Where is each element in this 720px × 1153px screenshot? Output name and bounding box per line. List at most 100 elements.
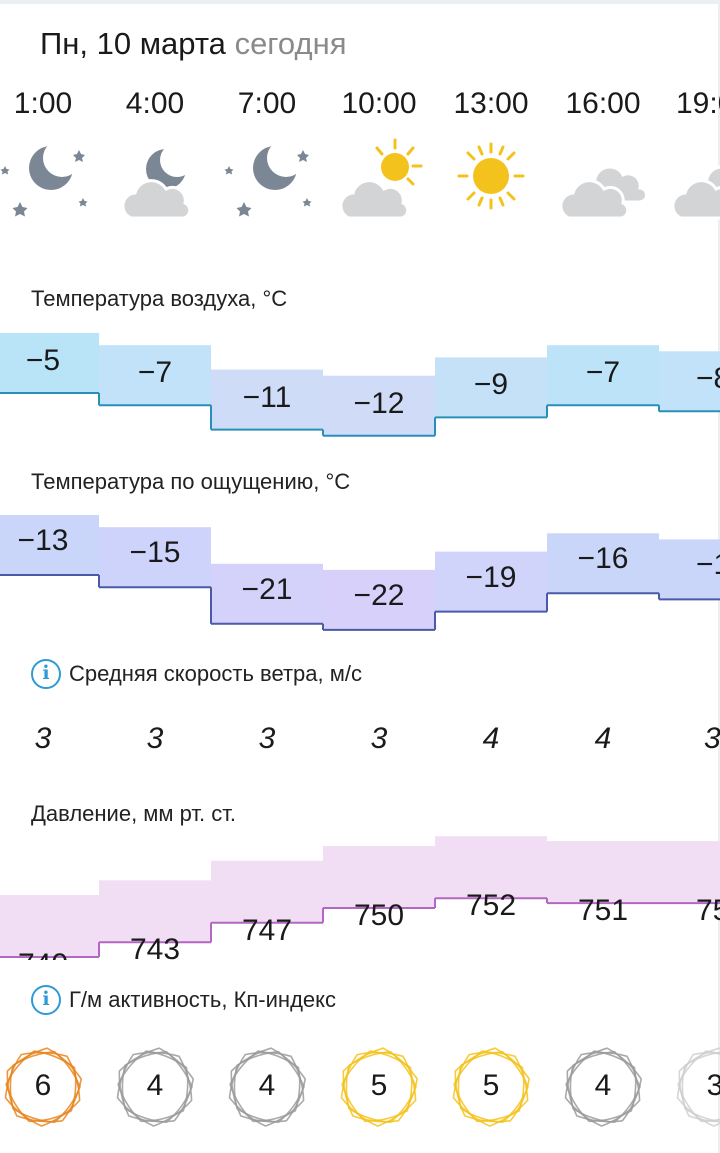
- wind-value: 3: [370, 722, 388, 755]
- kp-ring-icon: 4: [99, 1040, 211, 1135]
- sunny-icon: [435, 136, 547, 226]
- feels_like-value: −19: [465, 560, 517, 594]
- wind-title: i Средняя скорость ветра, м/с: [31, 659, 362, 689]
- air_temp-bar: [435, 357, 547, 418]
- night-clear-icon: [211, 136, 323, 226]
- feels_like-bar: [0, 515, 99, 575]
- info-icon[interactable]: i: [31, 985, 61, 1015]
- time-label: 13:00: [453, 87, 529, 120]
- air_temp-value: −8: [696, 362, 720, 396]
- today-label: сегодня: [234, 26, 347, 61]
- pressure-value: 751: [696, 894, 720, 928]
- feels_like-value: −13: [17, 524, 69, 557]
- air_temp-value: −11: [242, 380, 292, 414]
- cloudy-icon: [659, 136, 720, 226]
- kp-value: 4: [594, 1069, 612, 1102]
- kp-title-label: Г/м активность, Кп-индекс: [69, 987, 337, 1012]
- time-row: 1:00 4:00 7:00 10:00 13:00 16:00 19:00: [0, 79, 720, 129]
- kp-value: 5: [482, 1069, 500, 1102]
- air-temp-chart: −5 −7 −11 −12 −9 −7 −8: [0, 320, 720, 450]
- air_temp-bars-svg: [0, 333, 720, 437]
- night-cloudy-icon: [99, 136, 211, 226]
- air_temp-value: −9: [473, 368, 509, 402]
- feels_like-value: −15: [129, 536, 181, 570]
- feels_like-bar: [547, 533, 659, 594]
- air_temp-bar: [547, 345, 659, 406]
- kp-ring-icon: 4: [547, 1040, 659, 1135]
- kp-value: 4: [258, 1069, 276, 1102]
- feels-like-title: Температура по ощущению, °C: [31, 469, 351, 494]
- air_temp-value: −7: [137, 356, 173, 390]
- kp-ring-icon: 4: [211, 1040, 323, 1135]
- pressure-bar: [323, 846, 435, 908]
- pressure-bar: [211, 860, 323, 923]
- feels_like-bar: [659, 539, 720, 600]
- air_temp-bar: [0, 333, 99, 393]
- wind-value: 3: [146, 722, 164, 755]
- kp-row: 6 4 4 5 5 4 3: [0, 1040, 720, 1135]
- time-label: 10:00: [341, 87, 417, 120]
- time-label: 19:00: [676, 87, 720, 120]
- top-divider: [0, 0, 720, 4]
- pressure-value: 752: [465, 889, 517, 923]
- feels_like-bar: [323, 569, 435, 630]
- pressure-bar: [99, 880, 211, 943]
- info-icon[interactable]: i: [31, 659, 61, 689]
- feels-like-chart: −13 −15 −21 −22 −19 −16 −17: [0, 505, 720, 640]
- wind-value: 3: [34, 722, 52, 755]
- cloudy-icon: [547, 136, 659, 226]
- air_temp-value: −12: [353, 386, 405, 420]
- air_temp-bar: [211, 369, 323, 430]
- air_temp-value: −5: [25, 344, 61, 377]
- feels_like-bar: [99, 527, 211, 588]
- air_temp-bar: [323, 375, 435, 436]
- feels_like-value: −21: [241, 572, 293, 606]
- date-header: Пн, 10 марта сегодня: [40, 26, 346, 62]
- feels_like-value: −17: [696, 548, 720, 582]
- partly-cloudy-icon: [323, 136, 435, 226]
- wind-title-label: Средняя скорость ветра, м/с: [69, 661, 362, 686]
- pressure-value: 751: [577, 894, 629, 928]
- day-label: Пн, 10 марта: [40, 26, 226, 61]
- kp-title: i Г/м активность, Кп-индекс: [31, 985, 336, 1015]
- feels_like-value: −16: [577, 542, 629, 576]
- pressure-value: 747: [241, 913, 293, 947]
- air_temp-bar: [99, 345, 211, 406]
- kp-value: 3: [706, 1069, 720, 1102]
- feels_like-bars-svg: [0, 515, 720, 631]
- pressure-chart: 740 743 747 750 752 751 751: [0, 835, 720, 960]
- night-clear-icon: [0, 136, 99, 226]
- time-label: 4:00: [125, 87, 185, 120]
- air_temp-bar: [659, 351, 720, 412]
- feels_like-bar: [211, 563, 323, 624]
- time-label: 1:00: [13, 87, 73, 120]
- feels_like-bar: [435, 551, 547, 612]
- pressure-bar: [0, 895, 99, 957]
- pressure-bars-svg: [0, 836, 720, 958]
- air_temp-value: −7: [585, 356, 621, 390]
- pressure-bar: [547, 841, 659, 904]
- kp-ring-icon: 5: [435, 1040, 547, 1135]
- pressure-value: 750: [353, 899, 405, 932]
- pressure-bar: [435, 836, 547, 899]
- kp-ring-icon: 3: [659, 1040, 720, 1135]
- kp-value: 6: [34, 1069, 52, 1102]
- time-label: 16:00: [565, 87, 641, 120]
- pressure-title: Давление, мм рт. ст.: [31, 801, 237, 826]
- time-label: 7:00: [237, 87, 297, 120]
- wind-value: 3: [704, 722, 720, 755]
- pressure-value: 740: [0, 947, 99, 960]
- kp-ring-icon: 6: [0, 1040, 99, 1135]
- wind-value: 4: [482, 722, 500, 755]
- pressure-value: 743: [129, 933, 181, 960]
- kp-value: 4: [146, 1069, 164, 1102]
- air-temp-title: Температура воздуха, °C: [31, 286, 288, 311]
- wind-row: 3 3 3 3 4 4 3: [0, 714, 720, 764]
- wind-value: 4: [594, 722, 612, 755]
- wind-value: 3: [258, 722, 276, 755]
- kp-ring-icon: 5: [323, 1040, 435, 1135]
- pressure-bar: [659, 841, 720, 904]
- kp-value: 5: [370, 1069, 388, 1102]
- feels_like-value: −22: [353, 578, 405, 612]
- weather-icons-row: [0, 136, 720, 226]
